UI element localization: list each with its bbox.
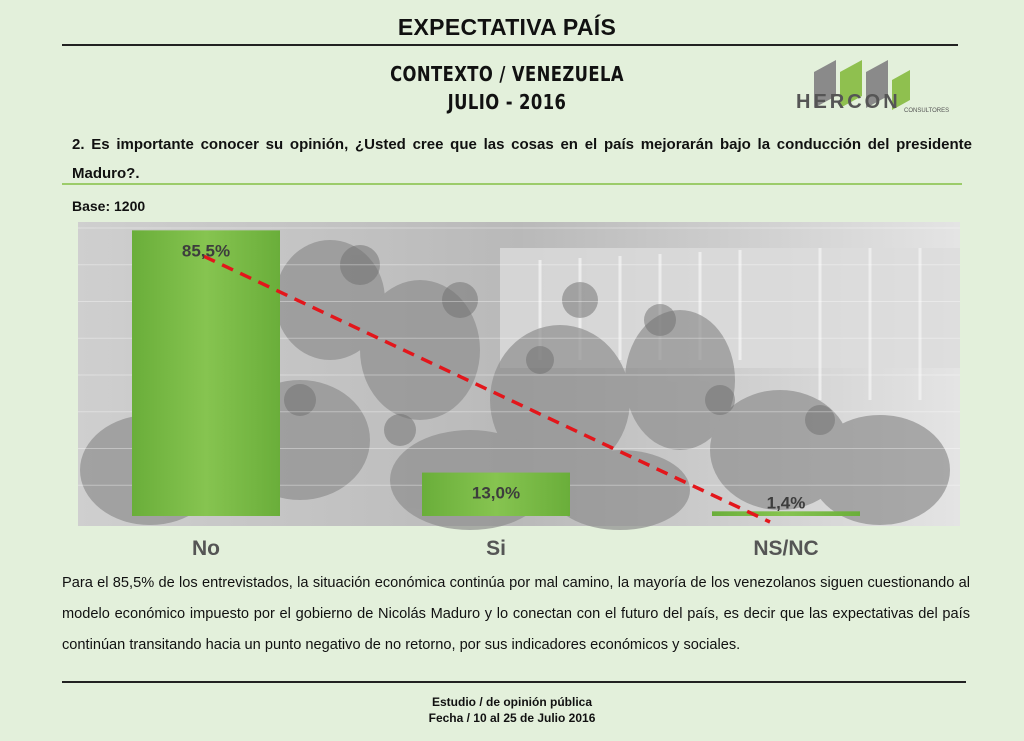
footer-study: Estudio / de opinión pública [432,695,592,709]
logo-text: HERCON [796,91,901,113]
category-label: NS/NC [753,537,818,560]
context-date: JULIO - 2016 [447,90,567,114]
trend-dashed-line [203,254,771,524]
question-rule [62,183,962,185]
footer-rule [62,681,966,683]
category-label: Si [486,537,506,560]
logo-subtext: CONSULTORES [904,108,949,114]
footer: Estudio / de opinión pública Fecha / 10 … [0,694,1024,726]
bar-si [422,472,570,516]
footer-date: Fecha / 10 al 25 de Julio 2016 [428,711,596,725]
page-title: EXPECTATIVA PAÍS [397,14,617,40]
sample-base: Base: 1200 [72,198,146,214]
survey-question: 2. Es importante conocer su opinión, ¿Us… [72,136,972,182]
chart-background [78,222,960,530]
title-rule [62,44,958,46]
hercon-logo: HERCON CONSULTORES [796,60,949,114]
bar-no [132,230,280,516]
data-label: 85,5% [182,241,230,260]
bar-ns-nc [712,511,860,516]
chart-bars [132,230,860,516]
analysis-paragraph: Para el 85,5% de los entrevistados, la s… [62,575,970,653]
data-label: 13,0% [472,484,520,503]
context-country: CONTEXTO / VENEZUELA [390,62,624,86]
chart-labels: 85,5% No 13,0% Si 1,4% NS/NC [182,241,819,560]
data-label: 1,4% [767,493,806,512]
context-heading: CONTEXTO / VENEZUELA JULIO - 2016 [91,60,922,116]
chart-grid [78,227,960,486]
category-label: No [192,537,220,560]
trend-line [203,254,771,524]
